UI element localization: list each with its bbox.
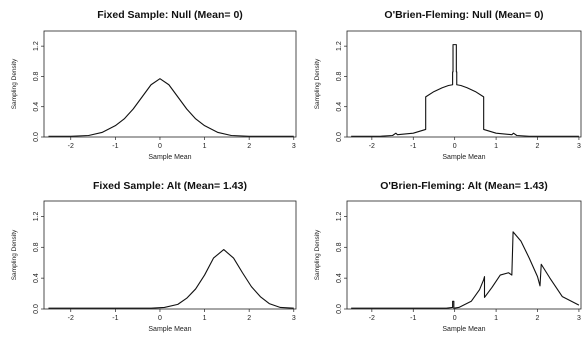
- y-axis-label: Sampling Density: [314, 58, 321, 109]
- density-curve: [351, 231, 580, 309]
- y-tick-label: 0.0: [336, 132, 343, 142]
- x-tick-label: 0: [158, 143, 162, 150]
- x-tick-label: 0: [158, 315, 162, 322]
- x-tick-label: -2: [369, 315, 375, 322]
- x-tick-label: 1: [203, 143, 207, 150]
- y-tick-label: 0.0: [33, 132, 40, 142]
- plot-frame: [43, 30, 297, 138]
- x-tick-label: -1: [410, 315, 416, 322]
- y-tick-label: 0.8: [33, 242, 40, 252]
- density-curve: [48, 249, 294, 309]
- x-tick-label: 1: [203, 315, 207, 322]
- chart-panel-3: Fixed Sample: Alt (Mean= 1.43) -2 -1 0 1 2 3 0.…: [11, 180, 297, 333]
- y-tick-label: 0.8: [336, 71, 343, 81]
- x-tick-label: 0: [453, 315, 457, 322]
- x-tick-label: -2: [68, 143, 74, 150]
- y-tick-label: 0.4: [336, 273, 343, 283]
- chart-panel-1: Fixed Sample: Null (Mean= 0) -2 -1 0 1 2 3 0.0 0…: [11, 9, 297, 161]
- y-tick-label: 0.0: [336, 304, 343, 314]
- density-curve: [351, 44, 579, 137]
- x-tick-label: -1: [112, 315, 118, 322]
- x-tick-label: -1: [112, 143, 118, 150]
- y-tick-label: 0.8: [336, 242, 343, 252]
- chart-title: Fixed Sample: Null (Mean= 0): [97, 9, 243, 21]
- y-tick-label: 1.2: [336, 41, 343, 51]
- x-tick-label: 3: [577, 143, 581, 150]
- y-tick-label: 0.4: [33, 102, 40, 112]
- chart-title: O'Brien-Fleming: Null (Mean= 0): [384, 9, 543, 21]
- chart-panel-2: O'Brien-Fleming: Null (Mean= 0) -2 -1 0 1 2 3 0…: [314, 9, 582, 161]
- x-tick-label: 0: [453, 143, 457, 150]
- y-tick-label: 0.4: [336, 102, 343, 112]
- density-curve: [48, 78, 294, 137]
- x-tick-label: -2: [68, 315, 74, 322]
- x-tick-label: 2: [536, 143, 540, 150]
- x-tick-label: 2: [247, 315, 251, 322]
- x-tick-label: 2: [536, 315, 540, 322]
- plot-frame: [43, 200, 297, 310]
- x-tick-label: -2: [369, 143, 375, 150]
- chart-title: O'Brien-Fleming: Alt (Mean= 1.43): [380, 180, 548, 192]
- y-tick-label: 1.2: [33, 211, 40, 221]
- y-tick-label: 1.2: [336, 211, 343, 221]
- x-axis-label: Sample Mean: [148, 326, 191, 333]
- y-tick-label: 0.8: [33, 71, 40, 81]
- x-tick-label: 2: [247, 143, 251, 150]
- plot-frame: [346, 30, 582, 138]
- chart-panel-4: O'Brien-Fleming: Alt (Mean= 1.43) -2 -1 0 1 2…: [314, 180, 582, 333]
- x-tick-label: 3: [292, 315, 296, 322]
- x-tick-label: 1: [494, 143, 498, 150]
- x-axis-label: Sample Mean: [148, 154, 191, 161]
- x-tick-label: 3: [292, 143, 296, 150]
- x-axis-label: Sample Mean: [442, 326, 485, 333]
- y-tick-label: 1.2: [33, 41, 40, 51]
- plot-frame: [346, 200, 582, 310]
- x-tick-label: -1: [410, 143, 416, 150]
- y-axis-label: Sampling Density: [11, 229, 18, 280]
- y-axis-label: Sampling Density: [11, 58, 18, 109]
- x-axis-label: Sample Mean: [442, 154, 485, 161]
- x-tick-label: 3: [577, 315, 581, 322]
- y-tick-label: 0.4: [33, 273, 40, 283]
- x-tick-label: 1: [494, 315, 498, 322]
- y-tick-label: 0.0: [33, 304, 40, 314]
- chart-title: Fixed Sample: Alt (Mean= 1.43): [93, 180, 247, 192]
- y-axis-label: Sampling Density: [314, 229, 321, 280]
